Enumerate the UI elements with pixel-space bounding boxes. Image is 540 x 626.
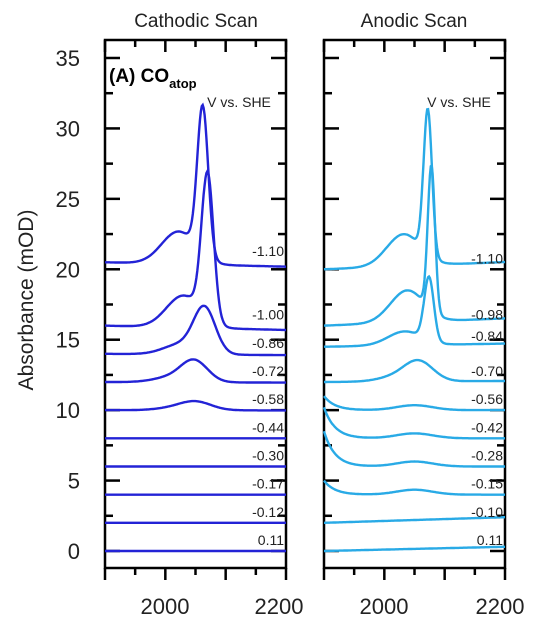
anodic-potential-label-0.11: 0.11 — [477, 532, 503, 548]
y-tick-label-35: 35 — [56, 46, 80, 71]
y-tick-label-20: 20 — [56, 257, 80, 282]
x-tick-label-2200-cathodic: 2200 — [255, 594, 304, 619]
cathodic-potential-label-0.11: 0.11 — [258, 532, 284, 548]
cathodic-potential-label--0.44: -0.44 — [252, 419, 284, 435]
cathodic-potential-label--0.72: -0.72 — [252, 363, 284, 379]
anodic-potential-label--0.84: -0.84 — [471, 328, 503, 344]
y-tick-label-30: 30 — [56, 116, 80, 141]
cathodic-spectrum--1.00 — [105, 169, 286, 332]
x-tick-label-2000-cathodic: 2000 — [141, 594, 190, 619]
y-tick-label-10: 10 — [56, 398, 80, 423]
cathodic-potential-label--0.17: -0.17 — [252, 476, 284, 492]
anodic-spectrum--0.98 — [324, 163, 505, 327]
cathodic-spectrum--0.86 — [105, 304, 286, 357]
anodic-spectrum--1.10 — [323, 107, 506, 271]
anodic-spectrum--0.70 — [324, 358, 505, 384]
anodic-spectrum--0.42 — [322, 406, 505, 440]
anodic-potential-label--0.42: -0.42 — [471, 419, 503, 435]
cathodic-potential-label--1.10: -1.10 — [252, 243, 284, 259]
anodic-potential-label--0.56: -0.56 — [471, 391, 503, 407]
y-axis-label: Absorbance (mOD) — [15, 210, 38, 391]
anodic-potential-label--0.70: -0.70 — [471, 363, 503, 379]
cathodic-spectrum--0.72 — [105, 358, 286, 384]
cathodic-potential-label--0.30: -0.30 — [252, 447, 284, 463]
cathodic-spectrum--0.58 — [105, 399, 286, 412]
cathodic-potential-label--0.58: -0.58 — [252, 391, 284, 407]
cathodic-spectrum--1.10 — [104, 102, 286, 268]
anodic-potential-label--0.15: -0.15 — [471, 476, 503, 492]
x-tick-label-2200-anodic: 2200 — [476, 594, 525, 619]
cathodic-spectra: 0.11 -0.12 -0.17 -0.30 -0.44 -0.58 -0.72 -0.86 -… — [104, 102, 286, 553]
y-tick-label-0: 0 — [68, 539, 80, 564]
anodic-spectra: 0.11 -0.10 -0.15 -0.28 -0.42 -0.56 -0.70 -0.84 -… — [322, 107, 506, 553]
y-tick-labels: 0 5 10 15 20 25 30 35 — [56, 46, 80, 564]
anodic-spectrum-0.11 — [324, 545, 505, 553]
anodic-spectrum--0.28 — [322, 430, 505, 468]
panel-label: (A) COatop — [109, 66, 197, 91]
y-tick-label-5: 5 — [68, 469, 80, 494]
anodic-potential-label--0.28: -0.28 — [471, 447, 503, 463]
anodic-spectrum--0.15 — [323, 479, 505, 496]
anodic-potential-label--0.10: -0.10 — [471, 504, 503, 520]
y-tick-label-25: 25 — [56, 187, 80, 212]
y-tick-label-15: 15 — [56, 328, 80, 353]
anodic-potential-label--0.98: -0.98 — [471, 307, 503, 323]
x-tick-label-2000-anodic: 2000 — [360, 594, 409, 619]
anodic-potential-label--1.10: -1.10 — [471, 250, 503, 266]
potential-header-cathodic: V vs. SHE — [207, 94, 271, 110]
potential-header-anodic: V vs. SHE — [427, 94, 491, 110]
panel-label-subscript: atop — [169, 76, 197, 91]
anodic-spectrum--0.84 — [323, 274, 505, 348]
cathodic-potential-label--0.12: -0.12 — [252, 504, 284, 520]
anodic-spectrum--0.56 — [323, 395, 505, 412]
cathodic-potential-label--0.86: -0.86 — [252, 335, 284, 351]
cathodic-potential-label--1.00: -1.00 — [252, 307, 284, 323]
anodic-spectrum--0.10 — [324, 516, 505, 524]
panel-title-anodic: Anodic Scan — [361, 11, 468, 32]
panel-title-cathodic: Cathodic Scan — [134, 11, 258, 32]
